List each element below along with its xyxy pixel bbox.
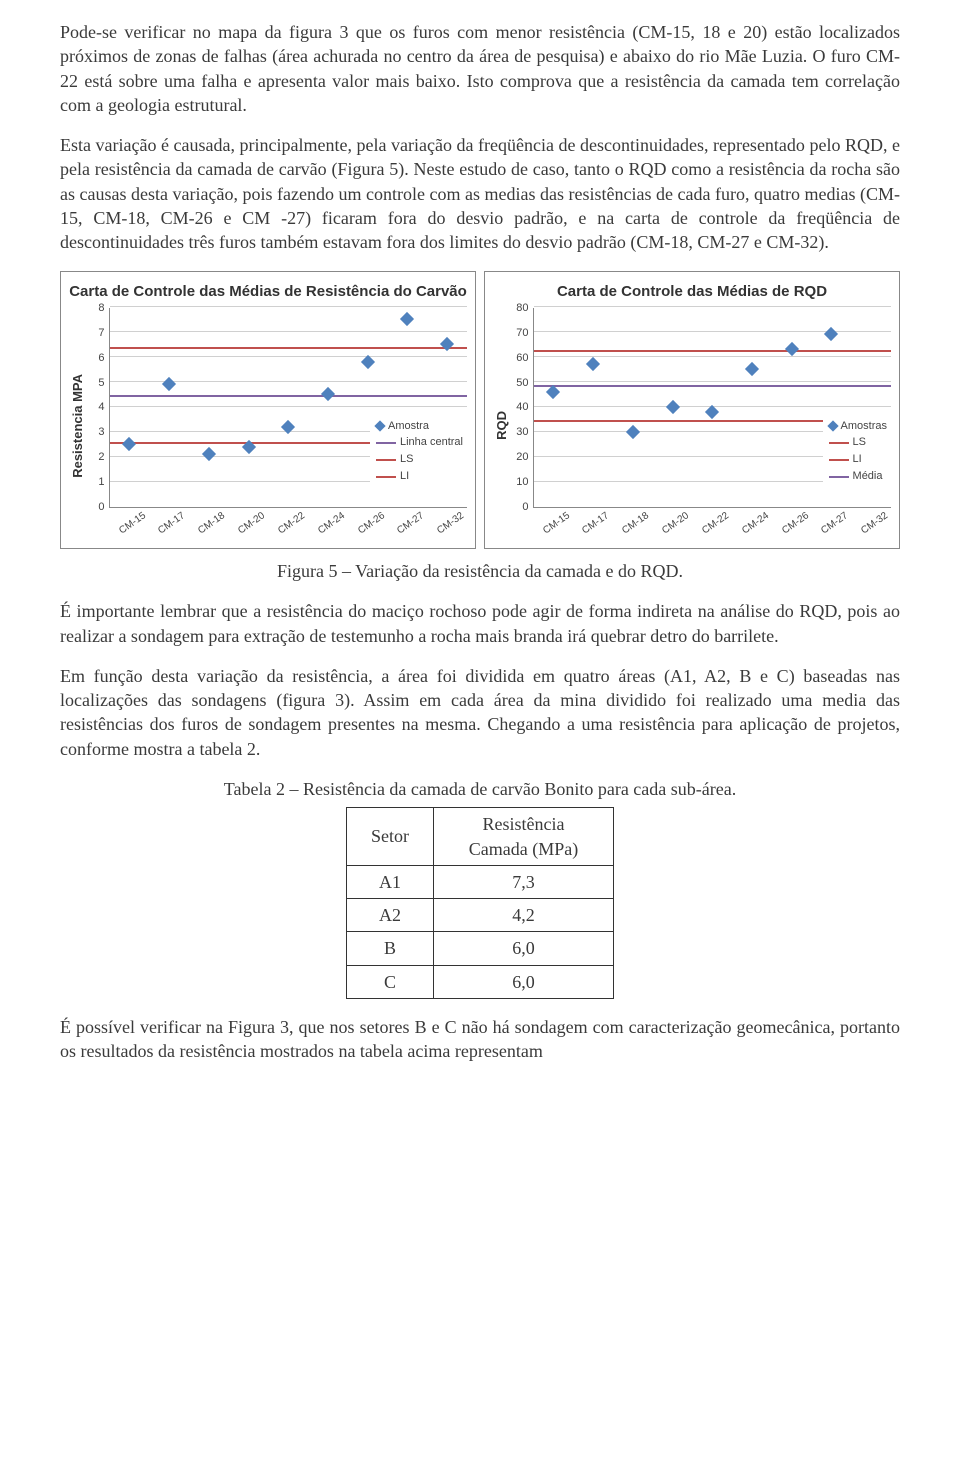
table-cell: 4,2 [434,899,614,932]
table-cell: C [347,965,434,998]
chart2-title: Carta de Controle das Médias de RQD [493,282,891,302]
table-row: A24,2 [347,899,614,932]
chart2-ylabel: RQD [493,411,511,440]
table-cell: B [347,932,434,965]
table-row: C6,0 [347,965,614,998]
table-cell: 6,0 [434,965,614,998]
chart-resistencia: Carta de Controle das Médias de Resistên… [60,271,476,549]
paragraph-2: Esta variação é causada, principalmente,… [60,133,900,254]
paragraph-5: É possível verificar na Figura 3, que no… [60,1015,900,1064]
table-2-caption: Tabela 2 – Resistência da camada de carv… [60,777,900,801]
paragraph-1: Pode-se verificar no mapa da figura 3 qu… [60,20,900,117]
figure-5-charts: Carta de Controle das Médias de Resistên… [60,271,900,549]
chart1-title: Carta de Controle das Médias de Resistên… [69,282,467,302]
chart1-yticks: 012345678 [89,308,109,508]
chart1-legend: AmostraLinha centralLSLI [370,415,469,490]
table-cell: 6,0 [434,932,614,965]
paragraph-4: Em função desta variação da resistência,… [60,664,900,761]
table-cell: A2 [347,899,434,932]
table-header-setor: Setor [347,808,434,866]
chart2-legend: AmostrasLSLIMédia [823,415,893,490]
table-row: A17,3 [347,865,614,898]
figure-5-caption: Figura 5 – Variação da resistência da ca… [60,559,900,583]
table-cell: A1 [347,865,434,898]
chart1-xticks: CM-15CM-17CM-18CM-20CM-22CM-24CM-26CM-27… [109,508,467,544]
table-header-resistencia: Resistência Camada (MPa) [434,808,614,866]
chart-rqd: Carta de Controle das Médias de RQD RQD … [484,271,900,549]
table-row: B6,0 [347,932,614,965]
table-cell: 7,3 [434,865,614,898]
paragraph-3: É importante lembrar que a resistência d… [60,599,900,648]
chart1-ylabel: Resistencia MPA [69,374,87,478]
chart2-yticks: 01020304050607080 [513,308,533,508]
table-2: Setor Resistência Camada (MPa) A17,3A24,… [346,807,614,999]
chart2-xticks: CM-15CM-17CM-18CM-20CM-22CM-24CM-26CM-27… [533,508,891,544]
